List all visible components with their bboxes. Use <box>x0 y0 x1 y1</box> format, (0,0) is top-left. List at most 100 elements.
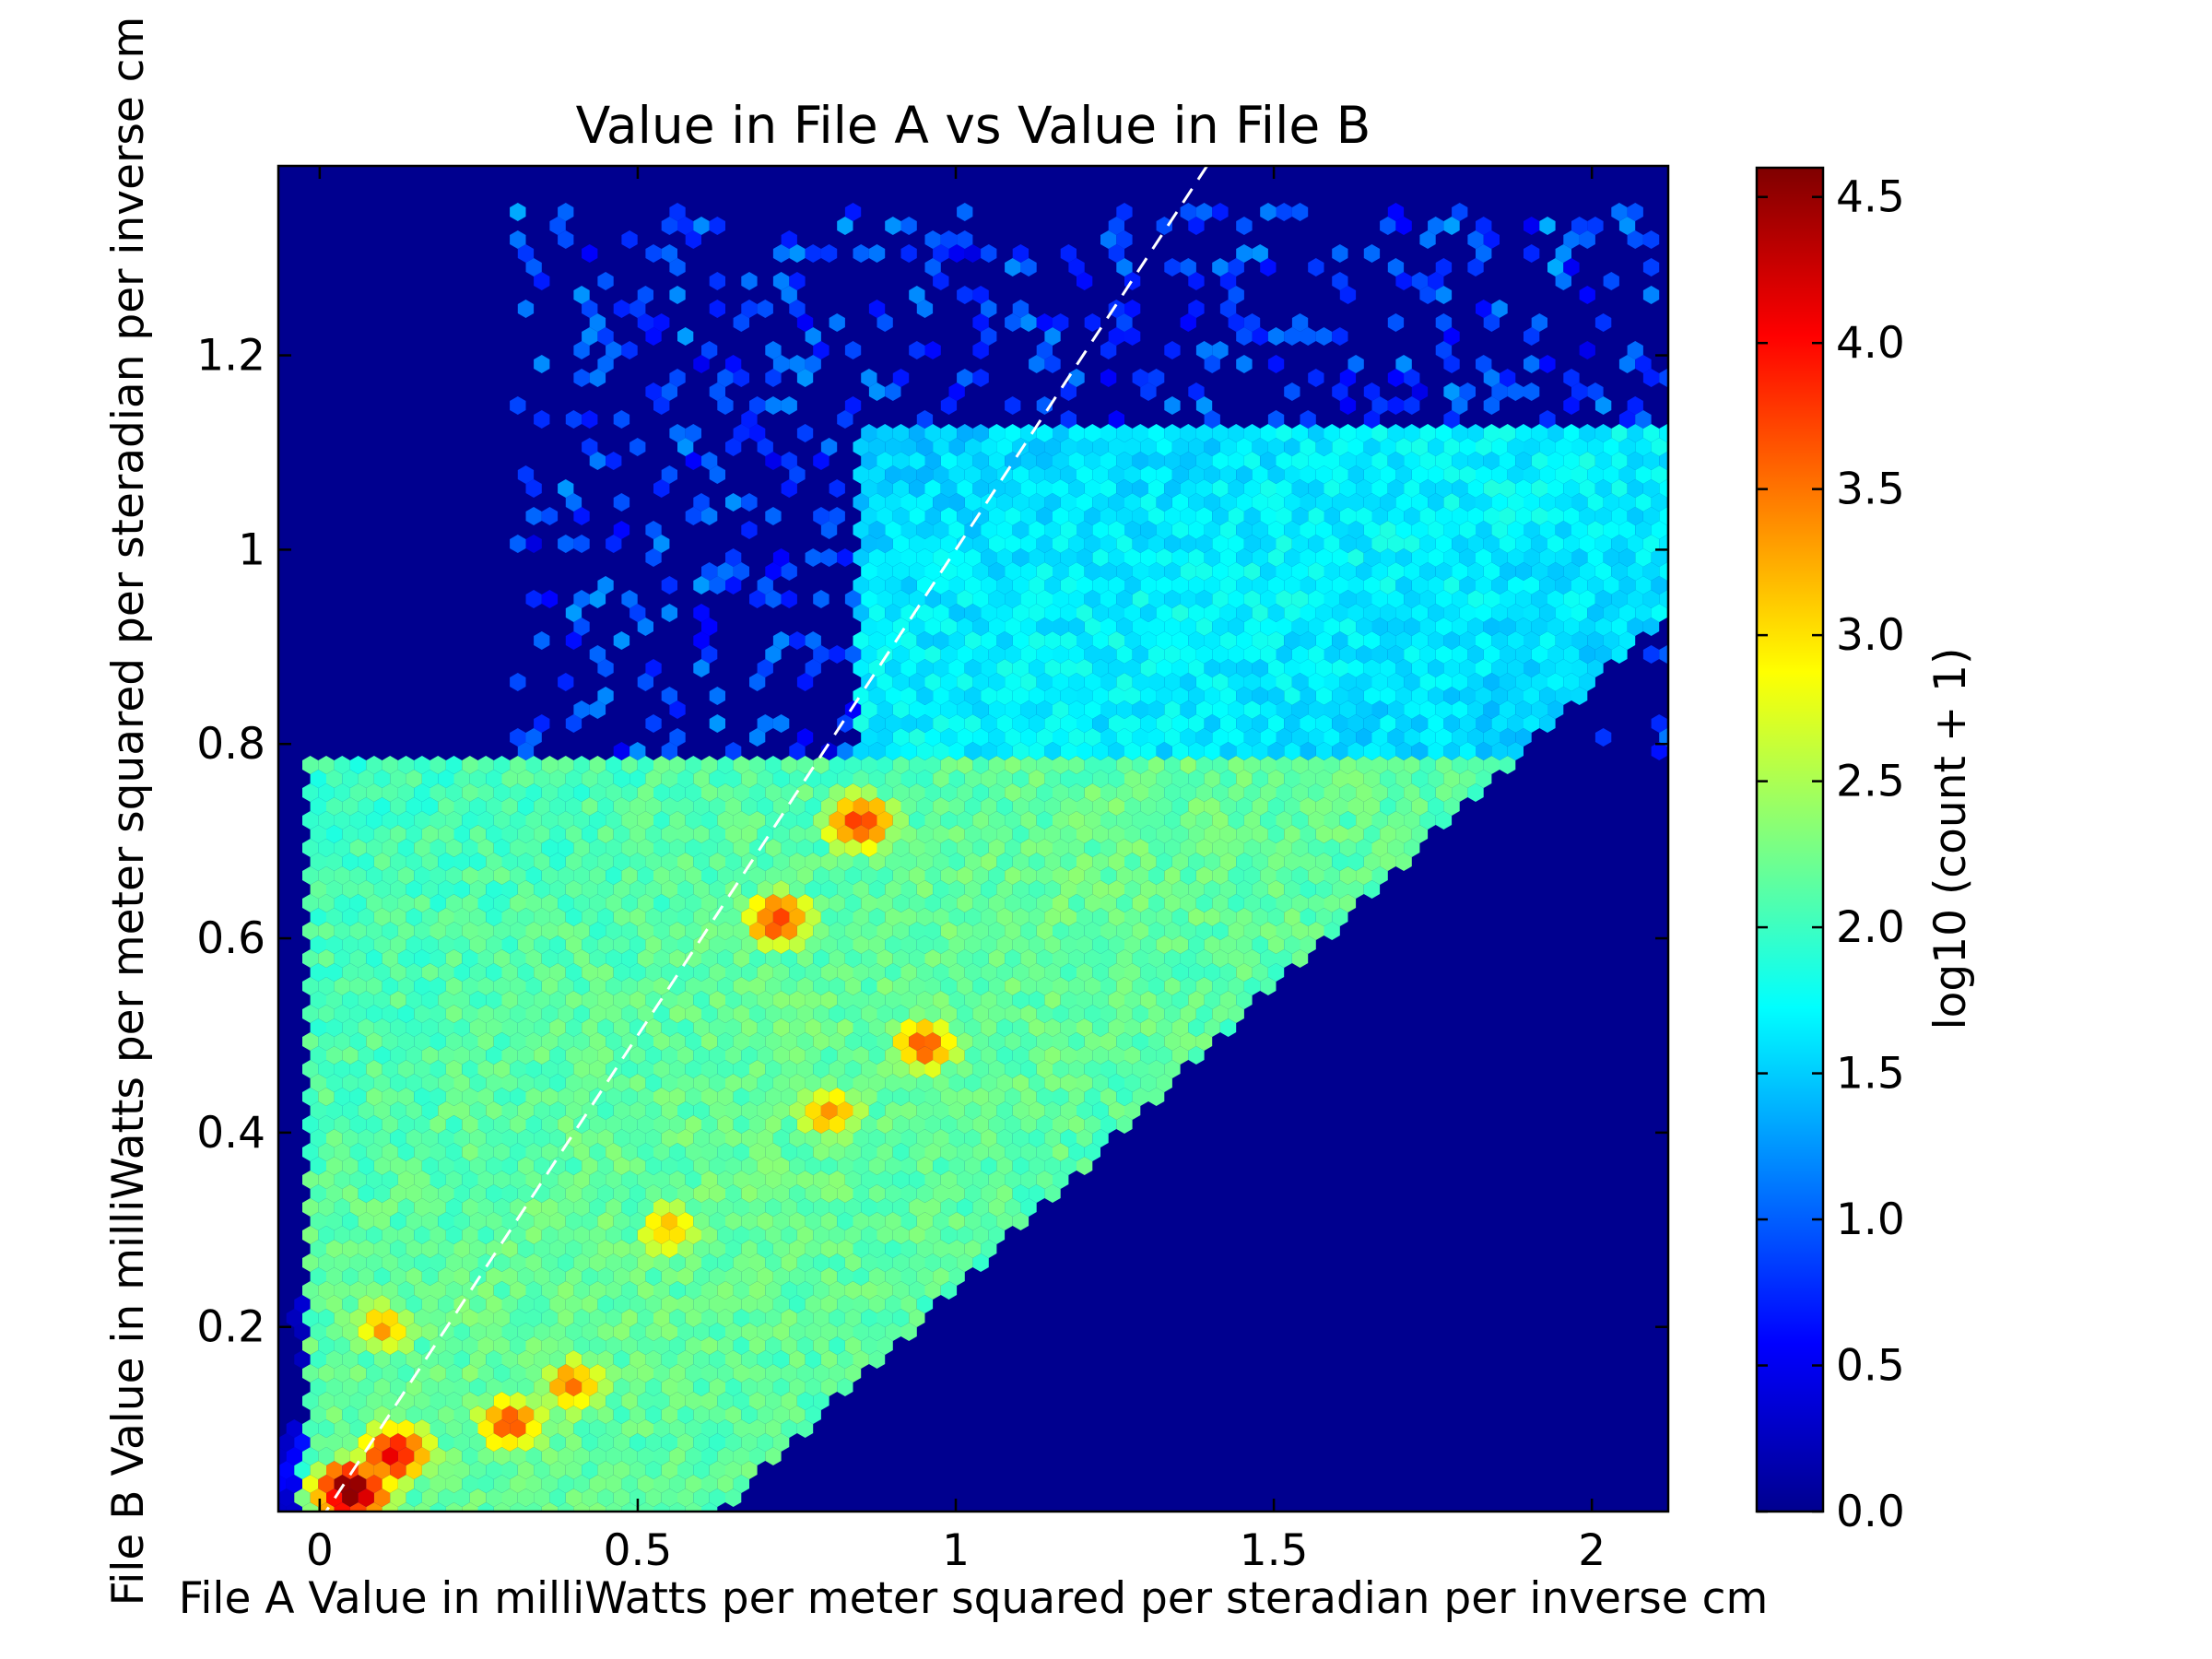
hexbin-cell <box>613 825 630 843</box>
hexbin-cell <box>366 839 382 857</box>
hexbin-cell <box>414 1392 430 1410</box>
hexbin-cell <box>373 1129 391 1147</box>
hexbin-cell <box>781 894 797 912</box>
hexbin-cell <box>1395 355 1412 373</box>
hexbin-cell <box>805 880 821 899</box>
hexbin-cell <box>1060 1129 1077 1147</box>
hexbin-cell <box>406 1018 422 1037</box>
hexbin-cell <box>677 797 694 816</box>
hexbin-cell <box>981 576 997 594</box>
hexbin-cell <box>789 1378 806 1396</box>
hexbin-cell <box>885 1212 901 1230</box>
hexbin-cell <box>1300 465 1316 484</box>
hexbin-cell <box>645 548 662 567</box>
hexbin-cell <box>541 1005 559 1023</box>
y-tick-label: 0.2 <box>196 1302 265 1353</box>
hexbin-cell <box>438 797 454 816</box>
hexbin-cell <box>438 963 454 982</box>
hexbin-cell <box>885 714 901 733</box>
hexbin-cell <box>1363 770 1381 788</box>
hexbin-cell <box>334 922 350 940</box>
hexbin-cell <box>1524 355 1540 373</box>
hexbin-cell <box>397 756 415 774</box>
hexbin-cell <box>326 1406 343 1424</box>
hexbin-cell <box>701 1115 718 1134</box>
hexbin-cell <box>677 991 694 1009</box>
hexbin-cell <box>1020 977 1037 995</box>
hexbin-cell <box>1380 797 1396 816</box>
hexbin-cell <box>366 1088 382 1106</box>
hexbin-cell <box>733 369 749 387</box>
hexbin-cell <box>1005 700 1021 719</box>
hexbin-cell <box>909 535 925 553</box>
hexbin-cell <box>1077 963 1093 982</box>
hexbin-cell <box>996 797 1013 816</box>
hexbin-cell <box>940 1005 958 1023</box>
hexbin-cell <box>1228 894 1244 912</box>
hexbin-cell <box>445 949 463 968</box>
hexbin-cell <box>469 1212 487 1230</box>
hexbin-cell <box>629 300 646 318</box>
hexbin-cell <box>373 1350 391 1369</box>
hexbin-cell <box>582 1018 598 1037</box>
hexbin-cell <box>382 1392 398 1410</box>
hexbin-cell <box>382 977 398 995</box>
hexbin-cell <box>477 1419 494 1438</box>
hexbin-cell <box>749 1143 766 1161</box>
hexbin-cell <box>1452 562 1468 581</box>
hexbin-cell <box>421 908 439 926</box>
hexbin-cell <box>549 1295 566 1313</box>
hexbin-cell <box>1276 866 1292 885</box>
hexbin-cell <box>1395 576 1412 594</box>
hexbin-cell <box>606 1253 622 1272</box>
hexbin-cell <box>1084 1143 1100 1161</box>
hexbin-cell <box>757 1240 773 1258</box>
hexbin-cell <box>589 1364 606 1382</box>
hexbin-cell <box>916 1018 934 1037</box>
hexbin-cell <box>637 1226 653 1244</box>
hexbin-cell <box>981 631 997 650</box>
hexbin-cell <box>877 839 893 857</box>
hexbin-cell <box>549 1433 566 1452</box>
hexbin-cell <box>948 714 965 733</box>
hexbin-cell <box>1228 949 1244 968</box>
hexbin-cell <box>1419 535 1436 553</box>
hexbin-cell <box>701 1032 718 1051</box>
hexbin-cell <box>493 811 511 830</box>
hexbin-cell <box>868 438 886 456</box>
hexbin-cell <box>701 977 718 995</box>
hexbin-cell <box>877 535 893 553</box>
hexbin-cell <box>334 1060 350 1078</box>
hexbin-cell <box>1100 866 1117 885</box>
hexbin-cell <box>1300 659 1316 677</box>
hexbin-cell <box>964 991 982 1009</box>
hexbin-cell <box>558 1281 574 1300</box>
hexbin-cell <box>909 590 925 608</box>
hexbin-cell <box>326 1323 343 1341</box>
hexbin-cell <box>342 991 359 1009</box>
hexbin-cell <box>1308 866 1324 885</box>
hexbin-cell <box>541 839 559 857</box>
hexbin-cell <box>549 1323 566 1341</box>
hexbin-cell <box>988 507 1006 525</box>
hexbin-cell <box>517 1157 535 1175</box>
hexbin-cell <box>844 894 862 912</box>
hexbin-cell <box>725 576 742 594</box>
hexbin-cell <box>1100 1088 1117 1106</box>
hexbin-cell <box>1300 825 1316 843</box>
colorbar-ticks: 0.00.51.01.52.02.53.03.54.04.5 <box>1757 172 1905 1537</box>
hexbin-cell <box>429 1060 446 1078</box>
hexbin-cell <box>493 1447 511 1465</box>
hexbin-cell <box>1116 203 1133 221</box>
hexbin-cell <box>940 1032 958 1051</box>
hexbin-cell <box>421 880 439 899</box>
hexbin-cell <box>318 1447 335 1465</box>
hexbin-cell <box>1005 839 1021 857</box>
hexbin-cell <box>1459 714 1476 733</box>
hexbin-cell <box>1308 894 1324 912</box>
hexbin-cell <box>861 1226 877 1244</box>
hexbin-cell <box>1020 313 1037 332</box>
hexbin-cell <box>981 880 997 899</box>
hexbin-cell <box>1635 465 1652 484</box>
hexbin-cell <box>988 1088 1006 1106</box>
